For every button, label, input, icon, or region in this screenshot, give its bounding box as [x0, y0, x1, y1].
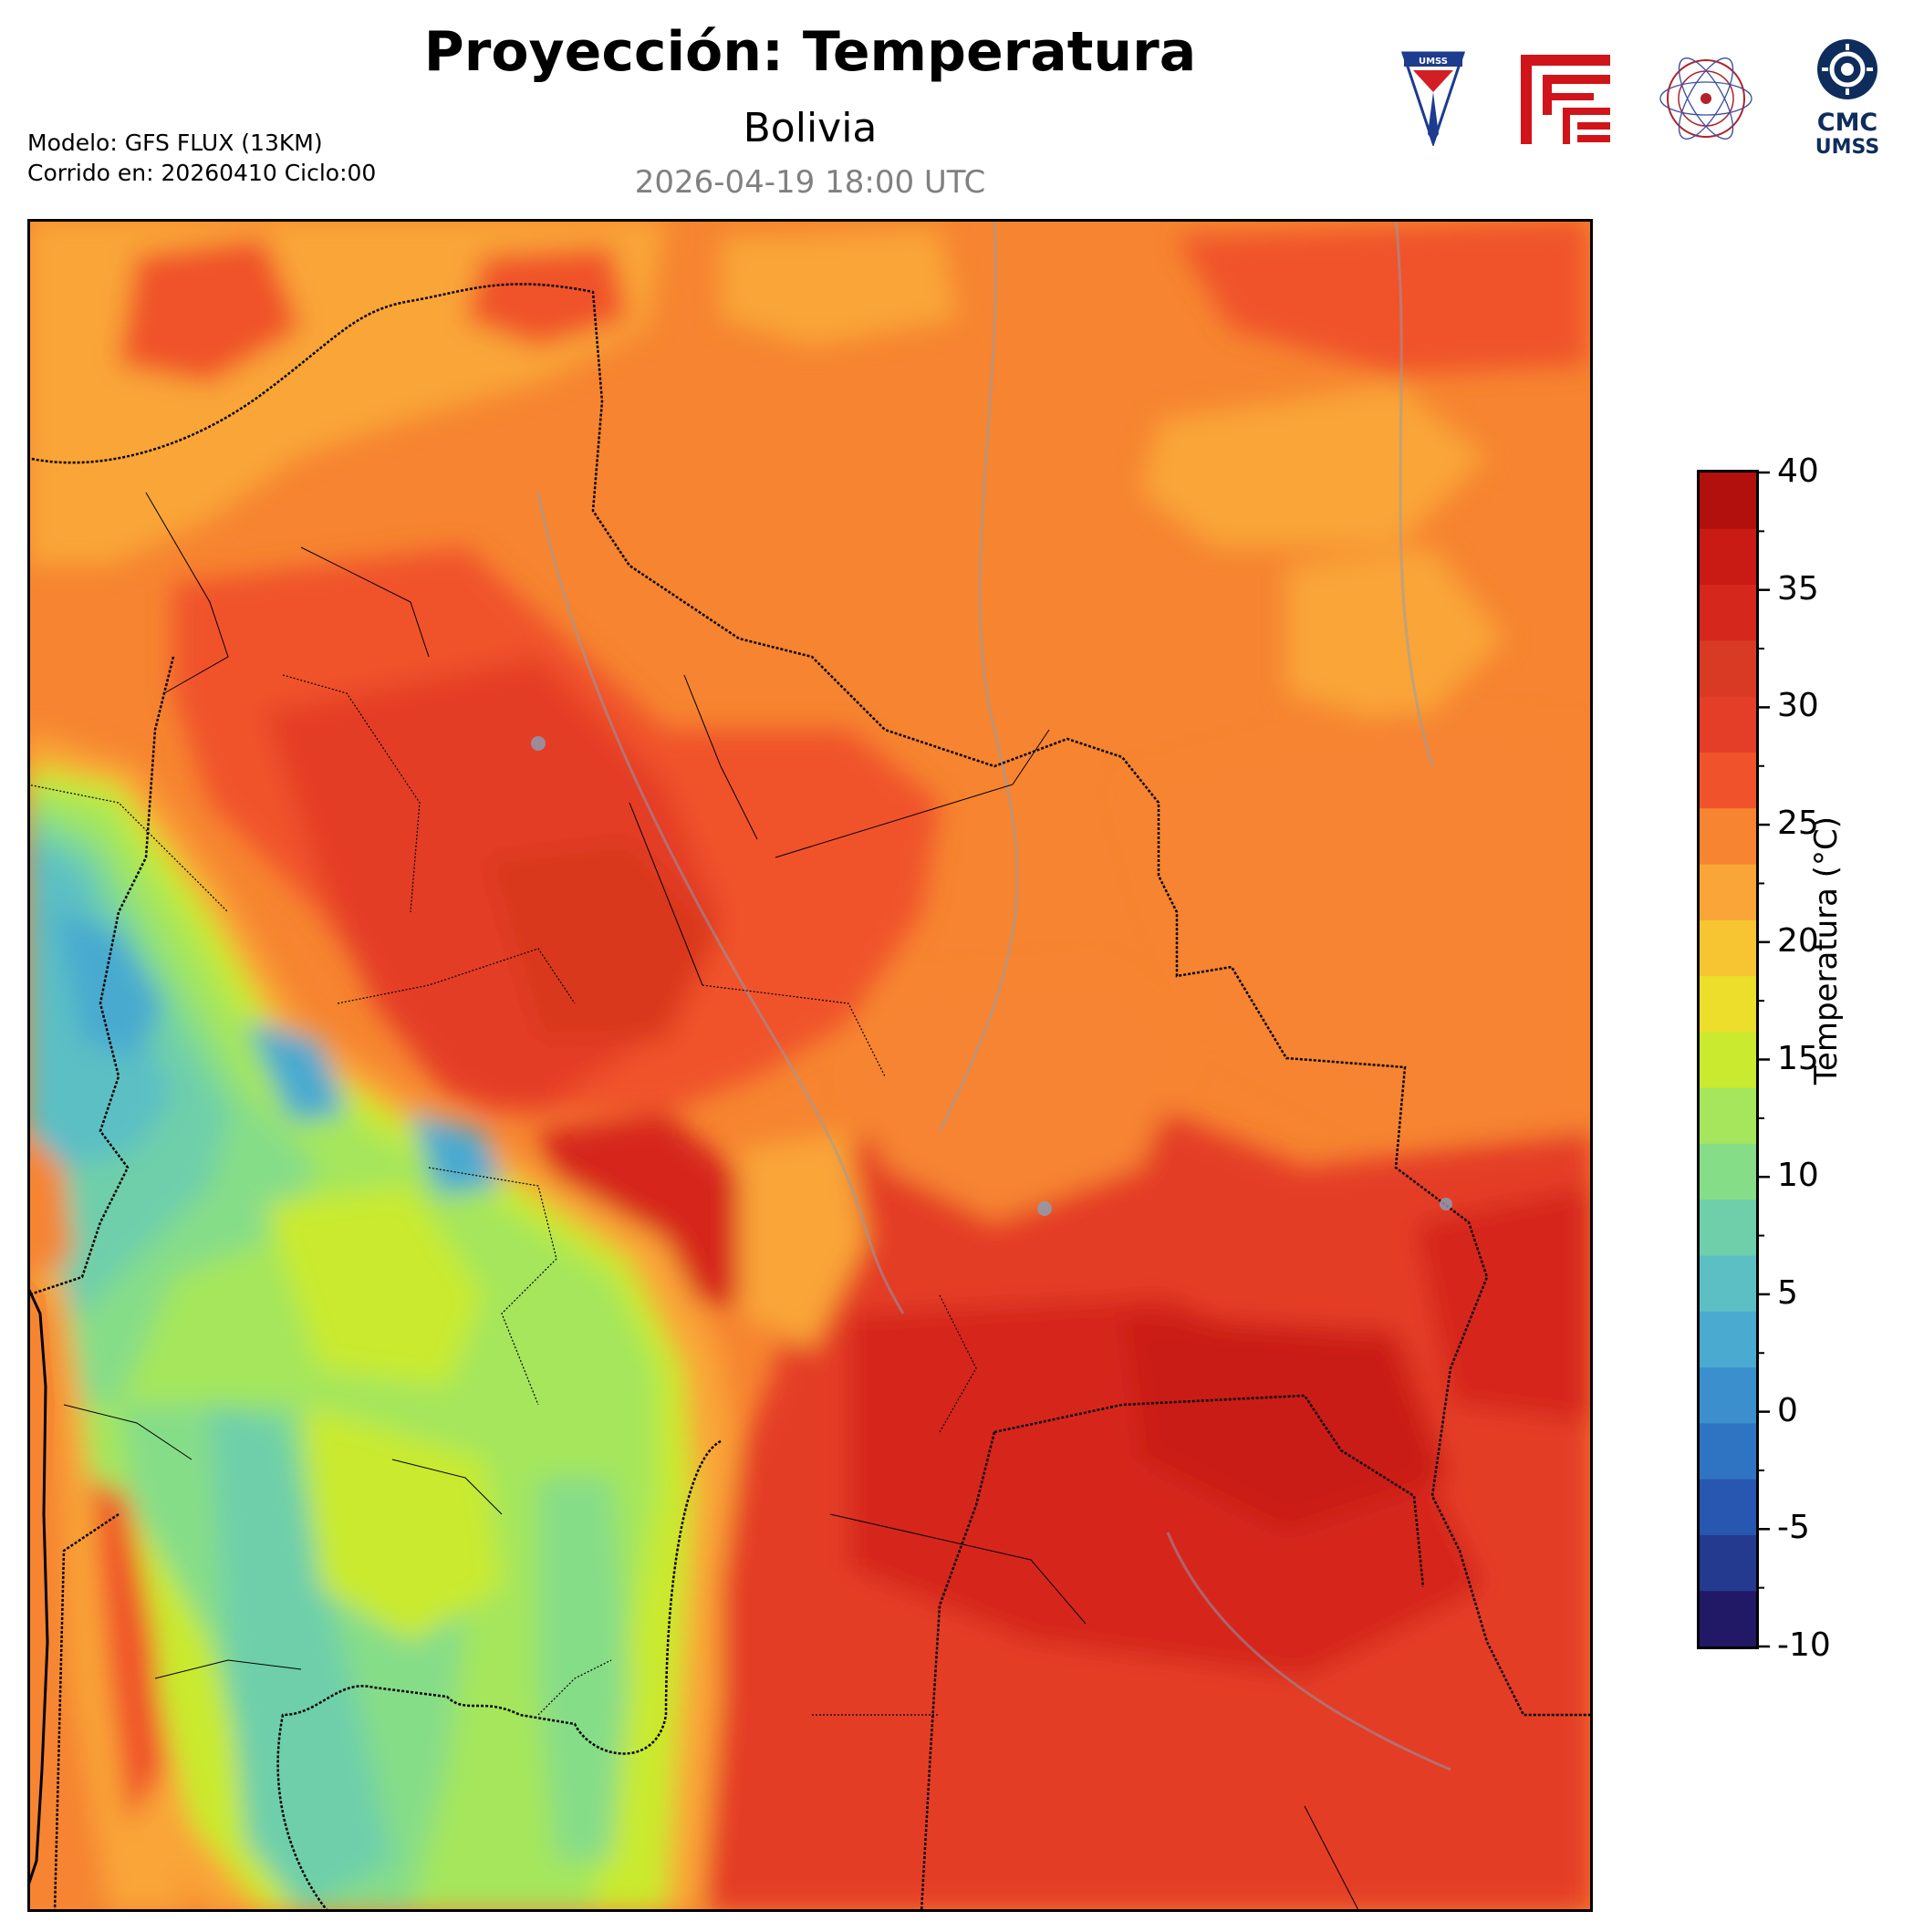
region-subtitle: Bolivia — [743, 105, 878, 151]
pacific-coast — [27, 1277, 55, 1861]
colorbar-level — [1700, 1311, 1756, 1368]
colorbar-level — [1700, 975, 1756, 1033]
colorbar-level — [1700, 1422, 1756, 1480]
umss-shield-logo: UMSS — [1400, 51, 1466, 146]
run-line: Corrido en: 20260410 Ciclo:00 — [27, 160, 377, 186]
lake — [1440, 1198, 1452, 1210]
colorbar-tick-label: -10 — [1777, 1626, 1831, 1664]
colorbar-tick-label: 15 — [1777, 1039, 1819, 1077]
departamento-fisica-logo — [1659, 57, 1752, 140]
colorbar-level — [1700, 1534, 1756, 1592]
colorbar-tick-label: 10 — [1777, 1157, 1819, 1195]
colorbar-level — [1700, 528, 1756, 586]
colorbar-tick-label: 40 — [1777, 452, 1819, 490]
colorbar-level — [1700, 1143, 1756, 1200]
svg-text:CMC: CMC — [1817, 109, 1878, 137]
colorbar-level — [1700, 473, 1756, 529]
colorbar-level — [1700, 584, 1756, 641]
colorbar-level — [1700, 1199, 1756, 1256]
fcyt-logo — [1521, 55, 1610, 144]
colorbar — [1697, 470, 1770, 1649]
page-title: Proyección: Temperatura — [423, 20, 1197, 84]
svg-text:UMSS: UMSS — [1419, 57, 1448, 67]
department-borders — [27, 674, 977, 1716]
colorbar-level — [1700, 752, 1756, 809]
colorbar-level — [1700, 696, 1756, 753]
colorbar-level — [1700, 1590, 1756, 1647]
colorbar-tick-label: 5 — [1777, 1273, 1798, 1312]
temperature-map[interactable] — [27, 219, 1593, 1912]
colorbar-tick-label: -5 — [1777, 1509, 1810, 1547]
colorbar-tick-label: 0 — [1777, 1391, 1798, 1429]
colorbar-level — [1700, 864, 1756, 920]
colorbar-level — [1700, 919, 1756, 977]
colorbar-level — [1700, 1031, 1756, 1088]
colorbar-tick-label: 25 — [1777, 805, 1819, 843]
lake — [1037, 1201, 1052, 1216]
cmc-umss-logo: CMC UMSS — [1815, 39, 1879, 159]
colorbar-level — [1700, 1479, 1756, 1535]
map-frame-border — [27, 219, 1593, 1912]
lake — [531, 736, 546, 751]
temperature-fill — [27, 219, 1593, 1912]
colorbar-label: Temperatura (°C) — [1808, 815, 1845, 1085]
colorbar-tick-label: 30 — [1777, 687, 1819, 725]
model-info: Modelo: GFS FLUX (13KM) Corrido en: 2026… — [27, 128, 376, 188]
country-borders — [27, 283, 1593, 1912]
valid-time: 2026-04-19 18:00 UTC — [634, 164, 986, 201]
colorbar-level — [1700, 1087, 1756, 1144]
colorbar-tick-label: 35 — [1777, 569, 1819, 608]
colorbar-level — [1700, 1255, 1756, 1312]
rivers — [536, 219, 1451, 1771]
colorbar-level — [1700, 1366, 1756, 1424]
colorbar-tick-label: 20 — [1777, 921, 1819, 960]
colorbar-level — [1700, 639, 1756, 697]
model-line: Modelo: GFS FLUX (13KM) — [27, 130, 323, 156]
coastline — [27, 1285, 49, 1889]
colorbar-ticks — [1757, 471, 1770, 1648]
colorbar-blocks — [1700, 473, 1756, 1647]
admin-lines — [63, 492, 1360, 1912]
colorbar-level — [1700, 807, 1756, 865]
svg-text:UMSS: UMSS — [1815, 136, 1879, 159]
